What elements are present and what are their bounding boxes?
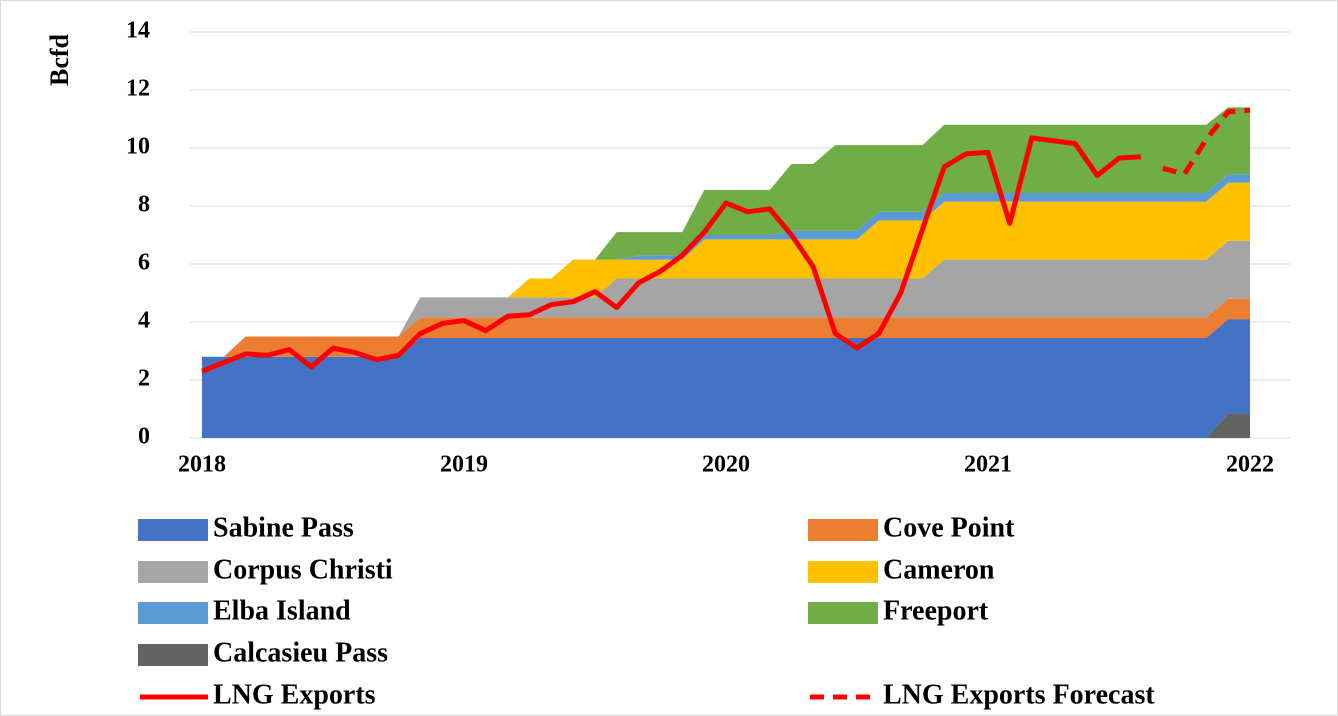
y-tick-label: 6 — [138, 250, 150, 276]
legend-label: LNG Exports Forecast — [883, 679, 1155, 710]
legend-swatch — [808, 602, 878, 624]
x-tick-label: 2022 — [1226, 452, 1274, 478]
y-tick-label: 2 — [138, 366, 150, 392]
legend-label: Sabine Pass — [213, 512, 354, 543]
legend-label: Cove Point — [883, 512, 1015, 543]
area — [202, 240, 1250, 357]
areas — [202, 107, 1250, 438]
y-tick-label: 10 — [126, 134, 150, 160]
x-tick-label: 2018 — [178, 452, 226, 478]
area — [202, 182, 1250, 357]
legend-label: Cameron — [883, 554, 995, 585]
legend-label: Freeport — [883, 595, 989, 626]
legend-swatch — [138, 561, 208, 583]
legend-label: LNG Exports — [213, 679, 376, 710]
y-tick-label: 8 — [138, 192, 150, 218]
lines — [201, 107, 1251, 374]
y-tick-label: 0 — [138, 424, 150, 450]
legend-label: Calcasieu Pass — [213, 637, 388, 668]
x-tick-label: 2019 — [440, 452, 488, 478]
legend-label: Elba Island — [213, 595, 351, 626]
legend-swatch — [138, 519, 208, 541]
y-tick-label: 12 — [126, 76, 150, 102]
y-axis-label: Bcfd — [45, 33, 74, 86]
x-tick-label: 2021 — [964, 452, 1012, 478]
x-tick-label: 2020 — [702, 452, 750, 478]
legend-label: Corpus Christi — [213, 554, 393, 585]
line — [201, 135, 1141, 374]
area — [202, 107, 1250, 357]
legend-swatch — [808, 519, 878, 541]
y-tick-label: 4 — [138, 308, 150, 334]
area — [202, 319, 1250, 438]
labels: 0 2 4 6 8 10 12 14 2018 2019 2020 2021 2022 Sabine Pa… — [126, 18, 1274, 711]
legend-swatch — [808, 561, 878, 583]
area — [202, 298, 1250, 357]
legend-swatch — [138, 602, 208, 624]
y-tick-label: 14 — [126, 18, 150, 44]
legend-swatch — [138, 644, 208, 666]
